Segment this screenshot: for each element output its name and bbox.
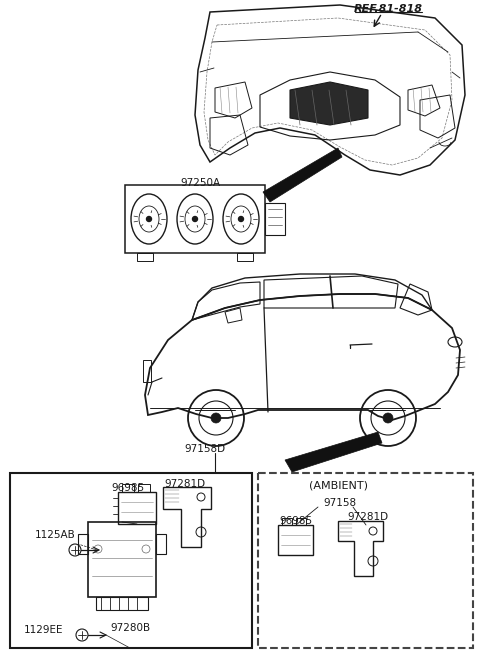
Circle shape [239, 217, 243, 221]
Text: (AMBIENT): (AMBIENT) [309, 480, 368, 490]
Bar [258, 473, 473, 648]
Bar [143, 360, 151, 382]
Text: REF.81-818: REF.81-818 [353, 4, 422, 14]
Polygon shape [263, 148, 342, 202]
Circle shape [383, 413, 393, 423]
Polygon shape [290, 82, 368, 125]
Text: 97158D: 97158D [184, 444, 226, 454]
Circle shape [146, 217, 152, 221]
Text: 96985: 96985 [279, 516, 312, 526]
Text: 1125AB: 1125AB [35, 530, 75, 540]
Bar [10, 473, 252, 648]
Circle shape [192, 217, 197, 221]
Text: 97281D: 97281D [348, 512, 389, 522]
Circle shape [211, 413, 221, 423]
Text: 97281D: 97281D [165, 479, 205, 489]
Text: 96985: 96985 [111, 483, 144, 493]
Polygon shape [285, 432, 382, 472]
Text: 97280B: 97280B [110, 623, 150, 633]
Text: 1129EE: 1129EE [24, 625, 64, 635]
Text: 97250A: 97250A [180, 178, 220, 188]
Text: 97158: 97158 [324, 498, 357, 508]
